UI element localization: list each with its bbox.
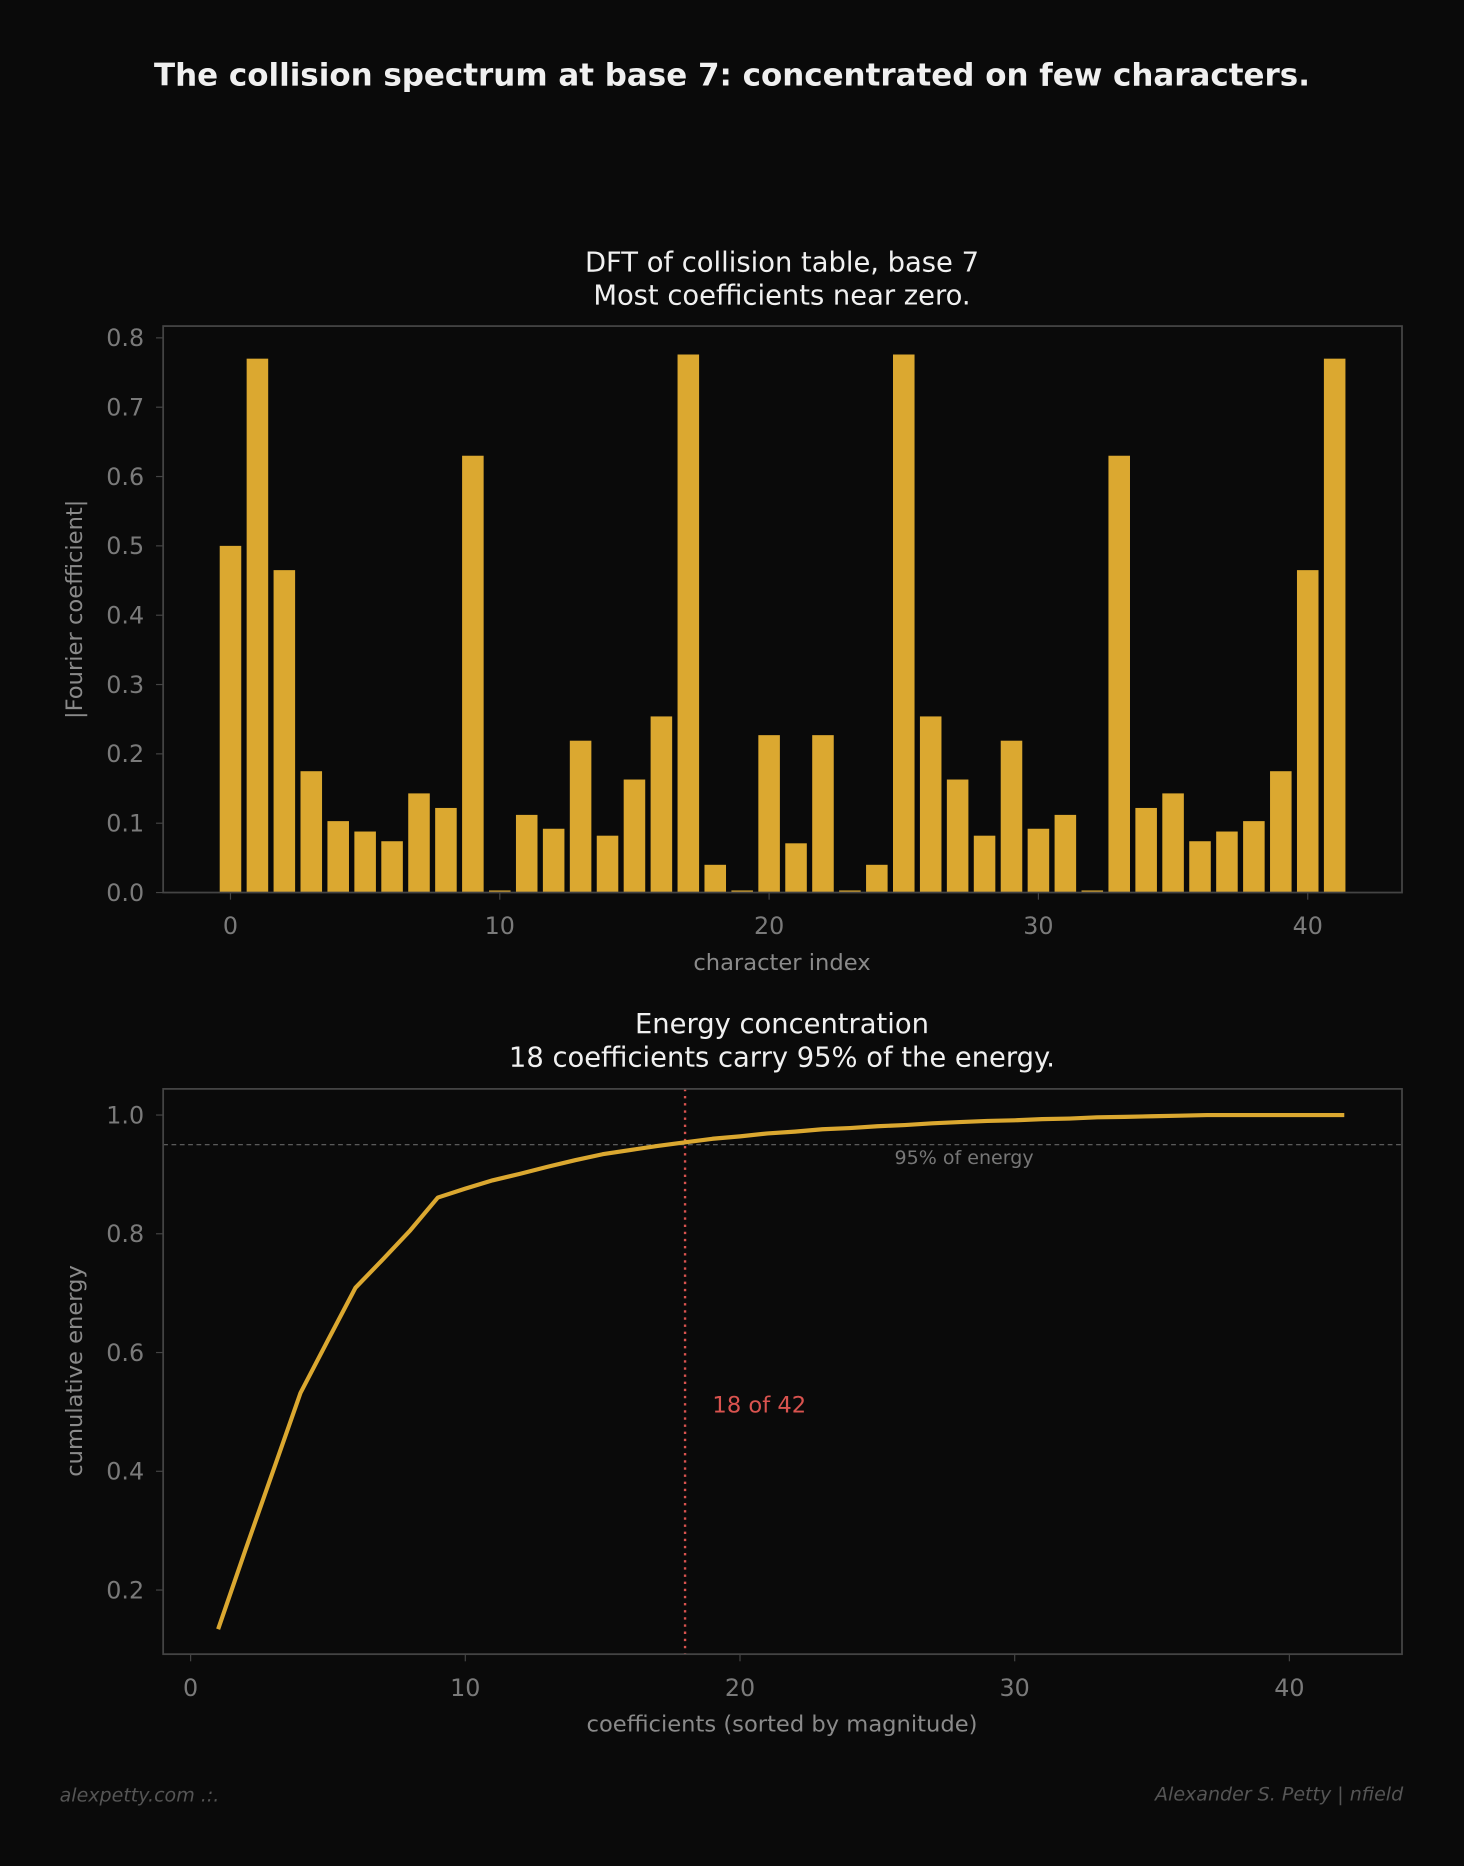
y-tick-label: 0.8 [106, 1220, 144, 1248]
bar [327, 821, 349, 893]
x-tick-label: 0 [223, 912, 238, 940]
bar [596, 835, 619, 893]
axes-frame [162, 325, 1403, 894]
x-tick-label: 20 [725, 1674, 755, 1702]
y-tick-label: 0.6 [106, 463, 144, 491]
y-tick-label: 0.1 [106, 810, 144, 838]
y-tick-label: 0.6 [106, 1339, 144, 1367]
bar [1323, 358, 1346, 893]
bar [1081, 890, 1104, 893]
y-tick-label: 0.2 [106, 1576, 144, 1604]
bar [1027, 828, 1050, 893]
bar [1135, 807, 1157, 893]
bar [1296, 570, 1319, 893]
y-tick-label: 0.3 [106, 671, 144, 699]
x-tick-label: 40 [1274, 1674, 1304, 1702]
bar-chart-title: DFT of collision table, base 7 [585, 247, 979, 278]
x-tick-label: 40 [1293, 912, 1323, 940]
bar [892, 354, 915, 893]
bar [246, 358, 269, 893]
footer-left: alexpetty.com .:. [60, 1785, 220, 1807]
bar [1216, 831, 1238, 893]
x-tick-label: 30 [1023, 912, 1053, 940]
y-tick-label: 0.5 [106, 532, 144, 560]
bar [300, 771, 323, 893]
line-chart-title: Energy concentration [635, 1009, 929, 1040]
bar [462, 455, 484, 893]
bar [758, 735, 780, 893]
bar [1108, 455, 1130, 893]
bar [489, 890, 511, 893]
bar [1000, 740, 1023, 893]
bar [381, 841, 403, 893]
bar [408, 793, 430, 893]
bar [1270, 771, 1292, 893]
bar [354, 831, 376, 893]
bar [1162, 793, 1184, 893]
x-tick-label: 10 [450, 1674, 480, 1702]
y-tick-label: 0.0 [106, 879, 144, 907]
bar-chart-ylabel: |Fourier coefficient| [62, 500, 88, 719]
y-tick-label: 0.7 [106, 394, 144, 422]
cumulative-energy-line [216, 1112, 1345, 1630]
bar [569, 740, 592, 893]
marker-label: 18 of 42 [712, 1393, 806, 1419]
bar [973, 835, 996, 893]
bar [273, 570, 296, 893]
x-tick-label: 20 [754, 912, 784, 940]
bar [435, 807, 457, 893]
y-tick-label: 1.0 [106, 1101, 144, 1129]
y-tick-label: 0.4 [106, 602, 144, 630]
x-tick-label: 0 [183, 1674, 198, 1702]
x-tick-label: 30 [1000, 1674, 1030, 1702]
bar [219, 545, 242, 893]
threshold-label: 95% of energy [895, 1147, 1034, 1169]
bar-chart-xlabel: character index [693, 950, 870, 976]
bar [650, 716, 673, 893]
bar [1243, 821, 1265, 893]
line-chart-subtitle: 18 coefficients carry 95% of the energy. [509, 1042, 1055, 1073]
bar [785, 843, 807, 893]
bar-chart-subtitle: Most coefficients near zero. [593, 281, 970, 312]
bar [731, 890, 753, 893]
x-tick-label: 10 [485, 912, 515, 940]
bar [866, 864, 888, 893]
figure-title: The collision spectrum at base 7: concen… [154, 58, 1310, 94]
bar [542, 828, 565, 893]
bar [946, 779, 969, 893]
y-tick-label: 0.8 [106, 324, 144, 352]
bar [623, 779, 646, 893]
bar-chart: 0 10 20 30 40 0.0 0.1 0.2 0.3 0.4 0.5 0.6 0.7 0.8 [106, 324, 1403, 940]
line-chart-ylabel: cumulative energy [62, 1265, 88, 1477]
axes-frame [162, 1088, 1403, 1656]
y-tick-label: 0.4 [106, 1458, 144, 1486]
bar [812, 735, 834, 893]
bar [1054, 814, 1077, 893]
bar [704, 864, 727, 893]
y-tick-label: 0.2 [106, 740, 144, 768]
bar [1189, 841, 1211, 893]
bar [677, 354, 700, 893]
footer-right: Alexander S. Petty | nfield [1153, 1784, 1404, 1806]
bar [839, 890, 861, 893]
line-chart-xlabel: coefficients (sorted by magnitude) [587, 1712, 978, 1738]
bar [515, 814, 538, 893]
line-chart: 0 10 20 30 40 0.2 0.4 0.6 0.8 1.0 95% of energy 18 … [106, 1088, 1403, 1702]
bar [919, 716, 942, 893]
